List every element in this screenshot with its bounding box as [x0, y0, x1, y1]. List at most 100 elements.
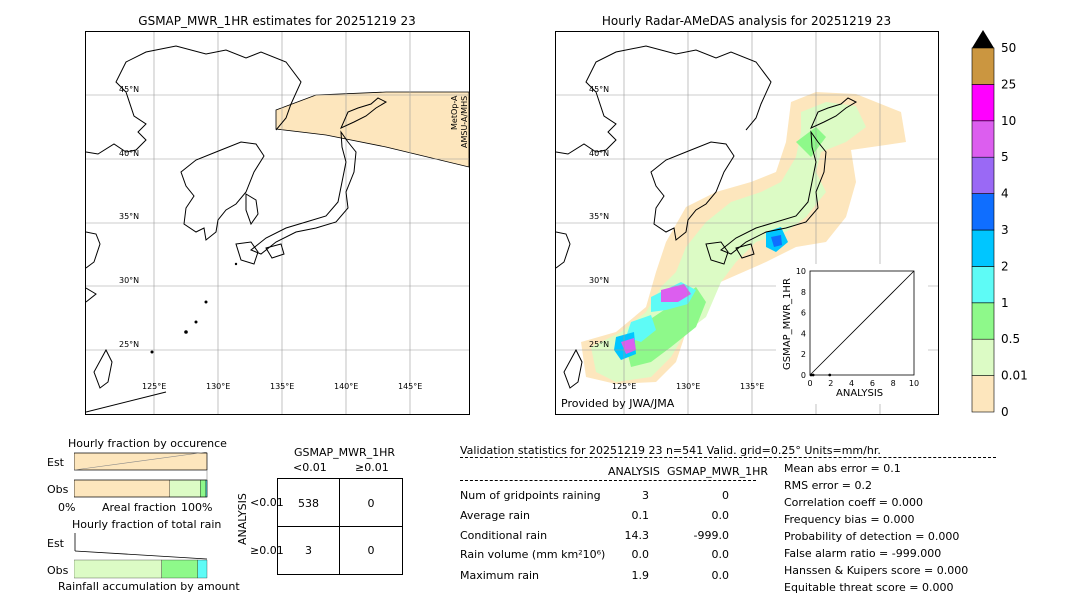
scatter-xlabel: ANALYSIS	[836, 388, 884, 399]
fraction-axis-mid: Areal fraction	[102, 501, 177, 514]
colorbar-box-6	[971, 156, 995, 194]
stat-gsmap-2: -999.0	[693, 529, 729, 542]
fraction-occurrence-est: Est	[47, 456, 64, 469]
stat-label-3: Rain volume (mm km²10⁶)	[460, 548, 606, 561]
colorbar-label-5: 3	[1001, 223, 1009, 237]
colorbar-box-3	[971, 266, 995, 304]
scatter-ytick-2: 4	[801, 329, 806, 338]
left-map	[86, 32, 469, 414]
credit-label: Provided by JWA/JMA	[561, 397, 675, 410]
contingency-row-lt: <0.01	[250, 496, 284, 509]
right-lat-35: 35°N	[589, 212, 610, 221]
left-map-islands	[150, 262, 238, 354]
colorbar-box-0	[971, 375, 995, 413]
fraction-occurrence-chart	[74, 452, 208, 498]
left-lon-130: 130°E	[206, 382, 231, 391]
right-map	[556, 32, 938, 414]
colorbar-label-9: 25	[1001, 77, 1016, 91]
satellite-swath	[275, 91, 469, 168]
right-lon-135: 135°E	[740, 382, 765, 391]
colorbar-label-7: 5	[1001, 150, 1009, 164]
fraction-total-chart	[74, 533, 208, 579]
stat-label-1: Average rain	[460, 509, 530, 522]
colorbar-box-5	[971, 193, 995, 231]
stat-gsmap-3: 0.0	[711, 548, 730, 561]
colorbar-label-6: 4	[1001, 187, 1009, 201]
colorbar-box-7	[971, 120, 995, 158]
colorbar-label-10: 50	[1001, 41, 1016, 55]
total-segment-1	[161, 559, 198, 579]
stat-gsmap-4: 0.0	[711, 569, 730, 582]
fraction-axis-100: 100%	[181, 501, 213, 514]
colorbar-label-8: 10	[1001, 114, 1016, 128]
colorbar-boxes	[971, 47, 995, 413]
occurrence-segment-1-1	[169, 479, 201, 498]
right-lat-25: 25°N	[589, 340, 610, 349]
left-map-coastlines	[86, 45, 388, 413]
scatter-ytick-3: 6	[801, 309, 806, 318]
score-far: False alarm ratio = -999.000	[784, 547, 942, 560]
left-lat-35: 35°N	[119, 212, 140, 221]
scatter-ytick-0: 0	[801, 371, 806, 380]
score-hk: Hanssen & Kuipers score = 0.000	[784, 564, 969, 577]
contingency-col-lt: <0.01	[293, 461, 327, 474]
rain-medium	[626, 287, 706, 367]
stat-gsmap-1: 0.0	[711, 509, 730, 522]
occurrence-segment-1-2	[200, 479, 206, 498]
left-lon-145: 145°E	[398, 382, 423, 391]
score-ets: Equitable threat score = 0.000	[784, 581, 954, 594]
colorbar-label-4: 2	[1001, 259, 1009, 273]
scatter-xtick-5: 10	[909, 379, 919, 388]
right-map-title: Hourly Radar-AMeDAS analysis for 2025121…	[601, 14, 892, 28]
validation-col-gsmap: GSMAP_MWR_1HR	[667, 465, 769, 478]
scatter-ylabel: GSMAP_MWR_1HR	[782, 278, 793, 370]
score-mae: Mean abs error = 0.1	[784, 462, 901, 475]
contingency-row-ge: ≥0.01	[250, 544, 284, 557]
right-lat-40: 40°N	[589, 149, 610, 158]
colorbar-box-9	[971, 47, 995, 85]
total-segment-0	[74, 559, 162, 579]
colorbar-label-1: 0.01	[1001, 369, 1028, 383]
scatter-points	[809, 373, 832, 377]
scatter-inset: 0 2 4 6 8 10 0 2 4 6 8 10	[796, 267, 919, 388]
right-map-panel	[555, 31, 939, 415]
colorbar-box-2	[971, 302, 995, 340]
fraction-total-obs: Obs	[47, 564, 69, 577]
right-lat-30: 30°N	[589, 276, 610, 285]
left-map-panel	[85, 31, 470, 415]
occurrence-frame-1	[74, 479, 208, 498]
stat-label-2: Conditional rain	[460, 529, 548, 542]
contingency-cell-tr: 0	[367, 497, 375, 510]
stat-analysis-0: 3	[642, 489, 649, 502]
score-freq-bias: Frequency bias = 0.000	[784, 513, 915, 526]
occurrence-segment-1-0	[74, 479, 170, 498]
contingency-col-ge: ≥0.01	[355, 461, 389, 474]
contingency-title: GSMAP_MWR_1HR	[294, 446, 396, 459]
left-lon-135: 135°E	[270, 382, 295, 391]
stat-analysis-3: 0.0	[631, 548, 650, 561]
total-obs-bar	[74, 559, 208, 579]
scatter-xtick-2: 4	[849, 379, 854, 388]
fraction-total-title: Hourly fraction of total rain	[72, 518, 222, 531]
fraction-axis-0: 0%	[58, 501, 76, 514]
colorbar-box-1	[971, 338, 995, 376]
scatter-xticks: 0 2 4 6 8 10	[807, 379, 919, 388]
colorbar: 0 0.01 0.5 1 2 3 4 5 10 25 50	[971, 30, 1028, 418]
total-segment-2	[197, 559, 208, 579]
fraction-total-axis-label: Rainfall accumulation by amount	[58, 580, 240, 593]
fraction-occurrence-obs: Obs	[47, 483, 69, 496]
scatter-ytick-5: 10	[796, 267, 806, 276]
validation-col-analysis: ANALYSIS	[608, 465, 660, 478]
left-lat-45: 45°N	[119, 85, 140, 94]
scatter-point-2	[828, 373, 832, 377]
left-lat-25: 25°N	[119, 340, 140, 349]
scatter-yticks: 0 2 4 6 8 10	[796, 267, 806, 380]
left-lon-140: 140°E	[334, 382, 359, 391]
scatter-diagonal	[809, 270, 915, 376]
score-corr: Correlation coeff = 0.000	[784, 496, 923, 509]
right-map-coastlines	[556, 45, 858, 389]
validation-header-rule	[460, 457, 996, 458]
contingency-cell-bl: 3	[305, 544, 312, 557]
rain-light	[591, 102, 866, 382]
contingency-grid: 538 0 3 0	[277, 478, 403, 575]
